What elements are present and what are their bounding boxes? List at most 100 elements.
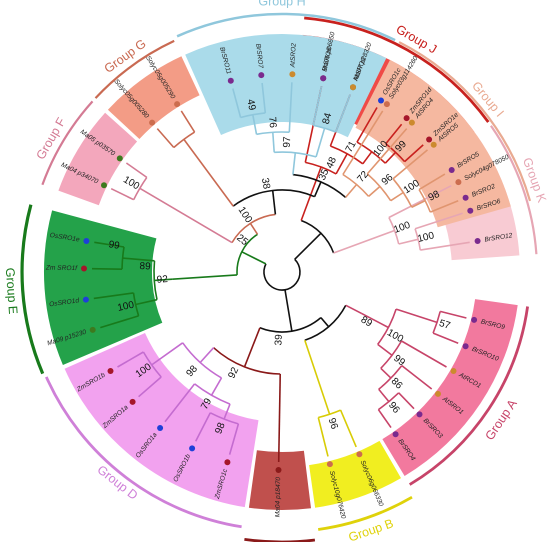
tree-branch [232,88,242,118]
tree-branch [411,199,426,209]
tree-branch [236,233,258,275]
tree-branch [139,187,233,244]
leaf-dot [289,71,296,78]
group-outer-arc [20,204,45,375]
bootstrap-value: 96 [380,172,396,188]
tree-branch [315,127,326,158]
group-sector [43,210,163,365]
tree-branch [317,417,329,457]
group-outer-arc [94,39,175,99]
tree-branch [418,173,446,191]
tree-branch [122,257,155,262]
leaf-dot [430,141,437,148]
leaf-dot [462,343,469,350]
tree-branch [153,260,158,300]
tree-branch [263,258,301,291]
bootstrap-value: 98 [427,189,442,204]
tree-branch [154,278,173,282]
leaf-label: Ma04 p18470 [274,477,282,518]
tree-branch [232,189,315,207]
tree-branch [292,173,347,199]
tree-branch [210,377,223,396]
tree-branch [313,181,322,198]
group-outer-arc [244,538,316,542]
leaf-dot [356,451,363,458]
tree-branch [125,162,148,179]
tree-branch [271,190,277,215]
tree-branch [100,315,139,329]
tree-branch [377,308,397,345]
tree-branch [272,132,275,153]
leaf-dot [116,155,123,162]
tree-branch [292,152,297,175]
tree-branch [93,292,134,300]
bootstrap-value: 100 [385,327,405,345]
tree-branch [401,364,433,390]
group-outer-arc [489,125,538,255]
leaf-dot [224,459,231,466]
tree-branch [388,184,452,219]
tree-branch [243,327,261,368]
group-outer-arc [41,100,94,186]
group-sectors [43,34,520,510]
leaf-dot [474,238,481,244]
tree-branch [342,110,384,175]
tree-branch [304,304,347,342]
tree-branch [440,310,467,319]
tree-branch [209,412,239,425]
tree-branch [335,94,351,133]
tree-branch [378,388,390,403]
bootstrap-value: 57 [438,318,452,332]
tree-branch [117,351,144,368]
group-outer-arc [45,376,242,529]
tree-branch [194,383,231,405]
tree-branch [312,86,323,126]
tree-branch [339,409,357,448]
leaf-dot [383,101,390,108]
leaf-dot [258,72,265,79]
bootstrap-value: 84 [321,111,335,125]
tree-branch [420,241,470,251]
group-outer-arc [304,16,490,123]
tree-branch [199,347,215,364]
tree-branch [135,298,158,306]
leaf-dot [467,207,474,214]
leaf-dot [101,182,107,189]
tree-branches [91,82,470,463]
tree-branch [366,128,408,175]
tree-branch [380,367,392,379]
tree-branch [320,317,330,328]
leaf-dot [416,411,423,418]
tree-branch [362,151,373,165]
leaf-dot [455,179,462,186]
leaf-dot [435,390,441,397]
bootstrap-value: 98 [184,363,200,379]
tree-branch [138,376,162,398]
group-sector [382,299,518,476]
leaf-dot [189,445,196,452]
bootstrap-value: 97 [282,136,293,148]
leaf-label: BrSRO12 [484,232,513,243]
tree-branch [304,340,331,415]
leaf-dot [448,167,455,173]
group-label: Group H [258,0,305,8]
leaf-dot [378,97,384,104]
tree-branch [180,110,196,133]
group-outer-arc [398,41,532,202]
bootstrap-value: 39 [273,334,284,346]
leaf-dot [157,425,164,431]
tree-branch [172,274,238,280]
tree-branch [318,409,341,419]
bootstrap-value: 89 [359,314,375,329]
tree-branch [259,316,322,333]
tree-branch [182,342,222,379]
tree-branch [377,409,392,429]
tree-branch [361,312,389,329]
tree-branch [385,123,403,145]
leaf-dot [129,398,136,405]
tree-branch [213,347,281,375]
leaf-dot [275,467,282,473]
tree-branch [249,222,259,235]
tree-branch [110,187,135,201]
leaf-dots [81,71,481,473]
